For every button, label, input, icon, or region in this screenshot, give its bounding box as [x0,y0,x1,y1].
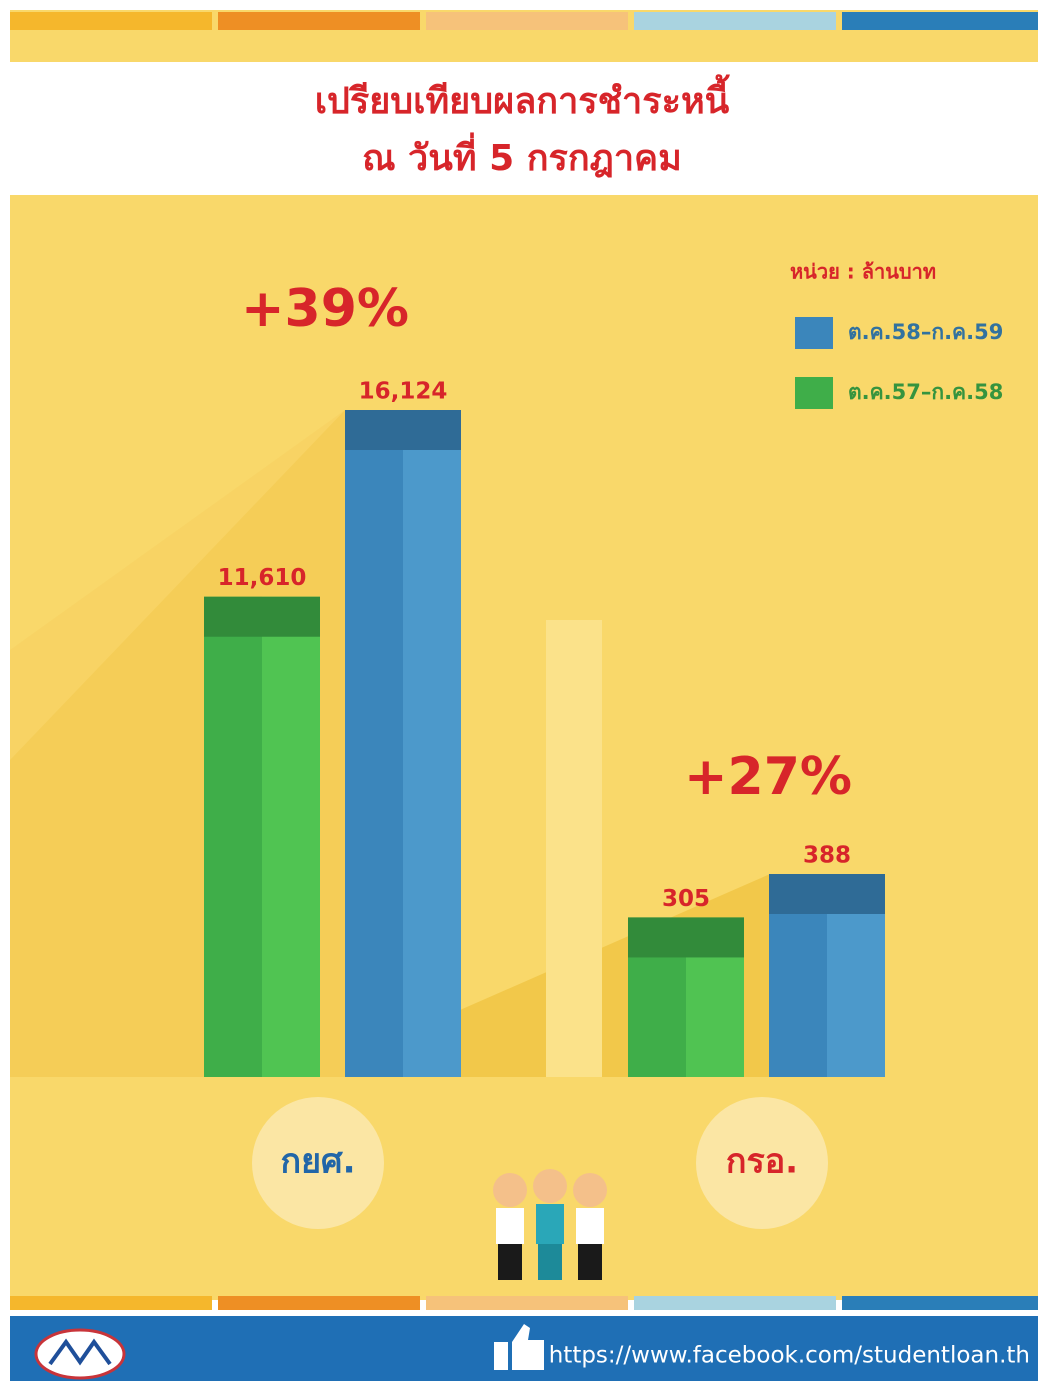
body [536,1204,564,1244]
top-stripes [10,12,1038,30]
bar-left [204,596,262,1077]
head [493,1173,527,1207]
bar-left [345,410,403,1077]
legs [578,1244,602,1280]
legs [498,1244,522,1280]
unit-label: หน่วย : ล้านบาท [790,260,936,284]
annotation: +39% [241,279,409,339]
bar-cap [345,410,461,450]
value-label: 16,124 [359,379,448,405]
title-line: เปรียบเทียบผลการชำระหนี้ [315,74,730,122]
head [533,1169,567,1203]
logo [34,1328,126,1380]
legend-label: ต.ค.58–ก.ค.59 [848,320,1003,344]
value-label: 388 [803,843,851,869]
category-circle [252,1097,384,1229]
body [496,1208,524,1244]
bar-cap [628,917,744,958]
stripe [218,12,420,30]
value-label: 11,610 [218,565,307,591]
value-label: 305 [662,886,710,912]
stripe [426,12,628,30]
bar [628,917,744,1077]
bar-right [262,596,320,1077]
legend-swatch [795,317,833,349]
annotation: +27% [684,747,852,807]
stripe [218,1296,420,1310]
icon-part [494,1342,508,1370]
bar-cap [204,596,320,637]
bar [204,596,320,1077]
faint-bar [546,620,602,1077]
people-illustration [493,1169,607,1280]
category-circle [696,1097,828,1229]
bar-right [403,410,461,1077]
category-label: กยศ. [280,1142,355,1182]
title-line: ณ วันที่ 5 กรกฎาคม [362,132,682,179]
stripe [426,1296,628,1310]
legend-swatch [795,377,833,409]
stripe [10,1296,212,1310]
legs [538,1244,562,1280]
title-box [10,62,1038,195]
bottom-stripes [10,1296,1038,1310]
stripe [842,1296,1038,1310]
stripe [10,12,212,30]
category-label: กรอ. [726,1142,798,1182]
stripe [634,12,836,30]
thumbs-up-icon [494,1324,544,1370]
footer-url[interactable]: https://www.facebook.com/studentloan.th [549,1343,1030,1369]
logo-mark [48,1338,112,1366]
legend-label: ต.ค.57–ก.ค.58 [848,380,1003,404]
stripe [842,12,1038,30]
bar-cap [769,874,885,914]
head [573,1173,607,1207]
body [576,1208,604,1244]
bar [345,410,461,1077]
bar [769,874,885,1077]
stripe [634,1296,836,1310]
icon-part [512,1324,544,1370]
